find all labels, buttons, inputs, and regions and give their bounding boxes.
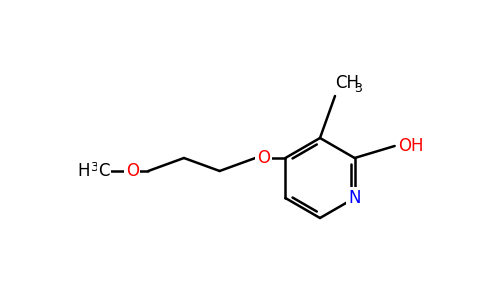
Text: 3: 3 (90, 161, 98, 174)
Text: N: N (348, 189, 361, 207)
Text: O: O (257, 149, 270, 167)
Text: C: C (98, 162, 110, 180)
Text: 3: 3 (354, 82, 362, 95)
Text: CH: CH (335, 74, 359, 92)
Text: O: O (126, 162, 139, 180)
Text: OH: OH (398, 137, 423, 155)
Text: H: H (78, 162, 90, 180)
